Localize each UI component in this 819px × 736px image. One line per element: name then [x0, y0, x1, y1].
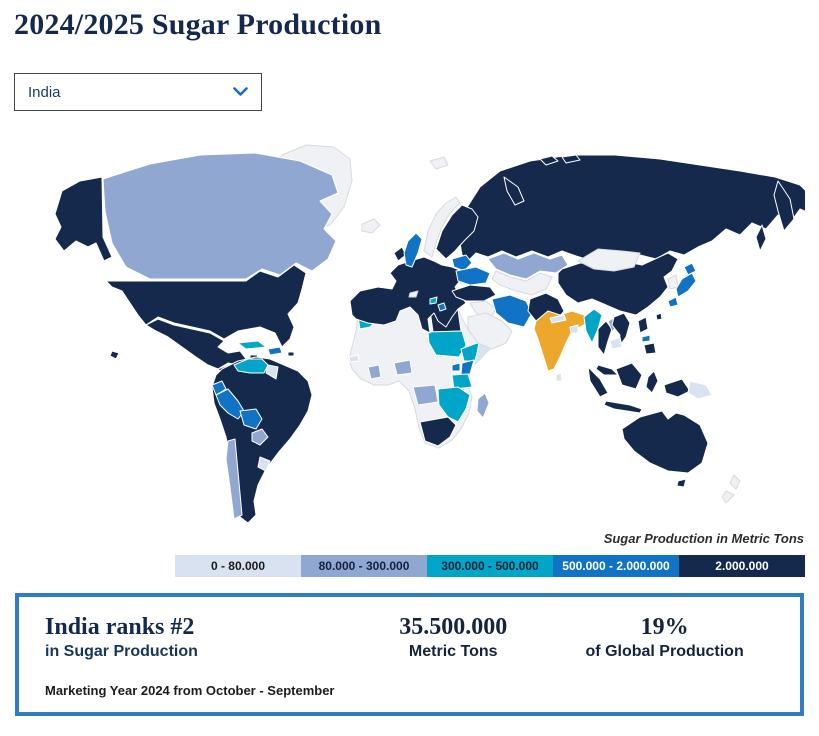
country-ecuador[interactable]	[211, 380, 227, 396]
country-belarus[interactable]	[451, 254, 473, 272]
country-taiwan[interactable]	[655, 312, 663, 321]
legend-item-5: 2.000.000	[679, 555, 805, 577]
country-alaska[interactable]	[54, 176, 113, 262]
map-caption: Sugar Production in Metric Tons	[603, 531, 804, 546]
country-select[interactable]: India	[14, 73, 262, 111]
country-nigeria[interactable]	[393, 359, 413, 376]
country-indonesia-java[interactable]	[603, 400, 643, 414]
country-chile[interactable]	[225, 438, 243, 520]
country-croatia[interactable]	[429, 296, 438, 305]
legend-label: 0 - 80.000	[210, 559, 266, 573]
country-madagascar[interactable]	[476, 392, 490, 419]
country-venezuela[interactable]	[233, 358, 269, 374]
country-indonesia-west-papua[interactable]	[663, 378, 691, 398]
arctic-island-2[interactable]	[561, 154, 581, 164]
country-iran[interactable]	[491, 294, 533, 328]
region-central-asia[interactable]	[491, 270, 553, 296]
legend-item-4: 500.000 - 2.000.000	[553, 555, 679, 577]
country-malaysia[interactable]	[595, 364, 619, 376]
country-south-korea[interactable]	[667, 274, 679, 290]
country-puerto-rico[interactable]	[287, 351, 295, 357]
country-cuba[interactable]	[237, 340, 267, 350]
marketing-year-footnote: Marketing Year 2024 from October - Septe…	[45, 682, 335, 698]
chevron-down-icon	[233, 87, 248, 97]
country-australia[interactable]	[621, 410, 709, 474]
country-kenya[interactable]	[460, 359, 475, 376]
country-switzerland[interactable]	[408, 290, 419, 298]
country-norway[interactable]	[423, 196, 461, 258]
country-stats-panel: India ranks #2 in Sugar Production 35.50…	[15, 593, 804, 716]
country-select-value: India	[28, 83, 61, 101]
country-novaya-zemlya[interactable]	[503, 176, 525, 206]
country-serbia[interactable]	[437, 302, 447, 312]
country-hispaniola[interactable]	[267, 346, 283, 356]
rank-subtitle: in Sugar Production	[45, 642, 198, 660]
country-indonesia-sumatra[interactable]	[587, 366, 609, 398]
legend-item-3: 300.000 - 500.000	[427, 555, 553, 577]
country-svalbard[interactable]	[429, 156, 449, 170]
country-sakhalin[interactable]	[755, 224, 767, 252]
country-japan-honshu[interactable]	[675, 272, 697, 298]
country-kamchatka[interactable]	[773, 180, 795, 232]
country-paraguay[interactable]	[251, 428, 269, 446]
country-indonesia-borneo[interactable]	[615, 362, 643, 390]
country-guyana[interactable]	[265, 364, 279, 380]
country-south-africa[interactable]	[419, 416, 457, 447]
country-japan-hokkaido[interactable]	[683, 262, 697, 276]
country-mongolia[interactable]	[577, 248, 641, 272]
country-bolivia[interactable]	[239, 408, 263, 430]
country-philippines-visayas[interactable]	[641, 334, 651, 343]
legend-label: 500.000 - 2.000.000	[562, 559, 670, 573]
country-usa[interactable]	[105, 264, 307, 348]
country-bangladesh[interactable]	[569, 324, 579, 334]
legend-label: 300.000 - 500.000	[441, 559, 539, 573]
world-map[interactable]	[14, 127, 805, 539]
country-uganda[interactable]	[451, 362, 461, 372]
country-tanzania[interactable]	[451, 373, 473, 390]
country-papua-new-guinea[interactable]	[687, 380, 713, 400]
country-sudan[interactable]	[427, 330, 467, 358]
rank-title: India ranks #2	[45, 614, 195, 640]
country-zambia-mozambique[interactable]	[437, 386, 471, 423]
page-title: 2024/2025 Sugar Production	[14, 8, 382, 41]
country-kazakhstan[interactable]	[487, 252, 569, 280]
country-iceland[interactable]	[361, 218, 381, 234]
country-tasmania[interactable]	[676, 478, 687, 488]
legend-label: 80.000 - 300.000	[318, 559, 410, 573]
country-turkey[interactable]	[451, 284, 497, 302]
country-ukraine[interactable]	[455, 266, 491, 286]
country-nepal[interactable]	[549, 314, 567, 324]
share-label: of Global Production	[585, 642, 744, 660]
country-new-zealand-south[interactable]	[721, 490, 735, 504]
country-japan-kyushu[interactable]	[667, 296, 679, 308]
country-angola[interactable]	[412, 384, 439, 406]
production-value: 35.500.000	[399, 614, 508, 640]
country-philippines-luzon[interactable]	[637, 316, 649, 334]
country-new-zealand-north[interactable]	[729, 474, 741, 490]
country-hawaii[interactable]	[109, 350, 120, 360]
map-legend: 0 - 80.000 80.000 - 300.000 300.000 - 50…	[14, 555, 805, 577]
legend-label: 2.000.000	[715, 559, 769, 573]
legend-item-2: 80.000 - 300.000	[301, 555, 427, 577]
country-united-kingdom[interactable]	[403, 232, 423, 268]
country-uruguay[interactable]	[257, 456, 271, 472]
country-sweden-finland[interactable]	[435, 204, 479, 260]
country-thailand[interactable]	[597, 320, 613, 356]
country-philippines-mindanao[interactable]	[643, 342, 657, 355]
country-russia[interactable]	[457, 154, 805, 262]
country-senegal[interactable]	[348, 354, 360, 363]
country-saudi-arabia[interactable]	[467, 312, 513, 350]
legend-item-1: 0 - 80.000	[175, 555, 301, 577]
country-indonesia-sulawesi[interactable]	[645, 370, 659, 394]
country-ivory-coast[interactable]	[367, 364, 382, 380]
country-canada[interactable]	[102, 152, 339, 280]
share-value: 19%	[640, 614, 689, 640]
production-unit: Metric Tons	[408, 642, 498, 660]
arctic-island-1[interactable]	[539, 155, 559, 166]
country-cambodia[interactable]	[609, 336, 623, 350]
country-sri-lanka[interactable]	[555, 372, 563, 382]
